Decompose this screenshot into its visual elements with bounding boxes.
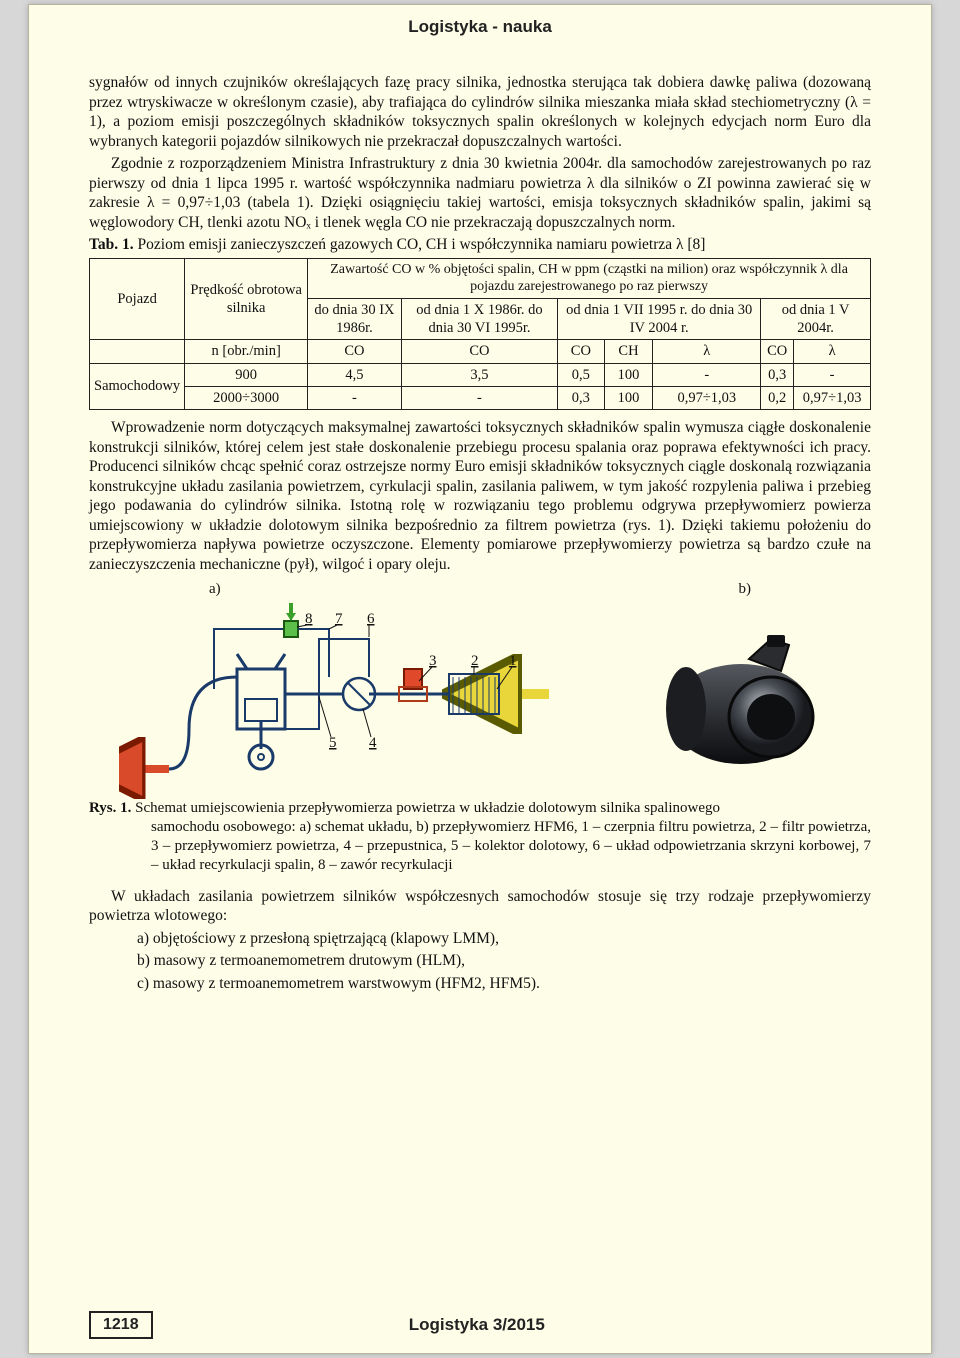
th-period-1: do dnia 30 IX 1986r.: [308, 298, 402, 340]
cell-u2: CO: [308, 340, 402, 363]
fig-label-a: a): [209, 580, 221, 599]
lbl-8: 8: [305, 611, 313, 627]
para-1: sygnałów od innych czujników określający…: [89, 73, 871, 151]
r1-v3: 3,5: [401, 363, 557, 386]
footer: 1218 Logistyka 3/2015: [29, 1311, 931, 1339]
list-b: b) masowy z termoanemometrem drutowym (H…: [89, 951, 871, 971]
lbl-7: 7: [335, 611, 343, 627]
list-a: a) objętościowy z przesłoną spiętrzającą…: [89, 929, 871, 949]
r1-v2: 4,5: [308, 363, 402, 386]
list-c: c) masowy z termoanemometrem warstwowym …: [89, 974, 871, 994]
th-speed: Prędkość obrotowa silnika: [185, 258, 308, 340]
cell-blank: [90, 340, 185, 363]
figure-row: a) b): [89, 580, 871, 799]
cell-u5: CH: [604, 340, 653, 363]
r1-v4: 0,5: [558, 363, 604, 386]
fig-caption-rest: Schemat umiejscowienia przepływomierza p…: [135, 800, 720, 816]
lbl-5: 5: [329, 735, 337, 751]
th-period-4: od dnia 1 V 2004r.: [761, 298, 871, 340]
r1-v5: 100: [604, 363, 653, 386]
para-2: Zgodnie z rozporządzeniem Ministra Infra…: [89, 154, 871, 232]
table-caption-rest: Poziom emisji zanieczyszczeń gazowych CO…: [138, 236, 706, 253]
table-caption: Tab. 1. Poziom emisji zanieczyszczeń gaz…: [89, 235, 871, 255]
lbl-3: 3: [429, 653, 437, 669]
r2-v3: -: [401, 386, 557, 409]
cell-u6: λ: [653, 340, 761, 363]
fig-caption-body: samochodu osobowego: a) schemat układu, …: [89, 818, 871, 875]
th-period-3: od dnia 1 VII 1995 r. do dnia 30 IV 2004…: [558, 298, 761, 340]
cell-u7: CO: [761, 340, 794, 363]
table-caption-bold: Tab. 1.: [89, 236, 138, 253]
fig-label-b: b): [739, 580, 752, 599]
footer-issue: Logistyka 3/2015: [83, 1315, 871, 1335]
cell-units-rpm: n [obr./min]: [185, 340, 308, 363]
page-inner: Logistyka - nauka sygnałów od innych czu…: [28, 4, 932, 1354]
th-pojazd: Pojazd: [90, 258, 185, 340]
emissions-table: Pojazd Prędkość obrotowa silnika Zawarto…: [89, 258, 871, 411]
page: Logistyka - nauka sygnałów od innych czu…: [0, 0, 960, 1358]
lbl-4: 4: [369, 735, 377, 751]
cell-u3: CO: [401, 340, 557, 363]
cell-u8: λ: [794, 340, 871, 363]
content: sygnałów od innych czujników określający…: [29, 43, 931, 993]
r2-rpm: 2000÷3000: [185, 386, 308, 409]
figure-a-schematic: 1 2 3 4 5 6 7 8: [119, 599, 559, 799]
figure-b-sensor: [631, 609, 841, 789]
para-3: Wprowadzenie norm dotyczących maksymalne…: [89, 418, 871, 574]
r1-v6: -: [653, 363, 761, 386]
para-4: W układach zasilania powietrzem silników…: [89, 887, 871, 926]
r2-v2: -: [308, 386, 402, 409]
lbl-2: 2: [471, 653, 479, 669]
r1-v8: -: [794, 363, 871, 386]
cell-u4: CO: [558, 340, 604, 363]
r1-rpm: 900: [185, 363, 308, 386]
th-super: Zawartość CO w % objętości spalin, CH w …: [308, 258, 871, 298]
r1-v7: 0,3: [761, 363, 794, 386]
fig-caption-bold: Rys. 1.: [89, 800, 135, 816]
r2-v8: 0,97÷1,03: [794, 386, 871, 409]
figure-labels: a) b): [89, 580, 871, 599]
journal-header: Logistyka - nauka: [29, 5, 931, 43]
r2-v4: 0,3: [558, 386, 604, 409]
lbl-6: 6: [367, 611, 375, 627]
figure-body: 1 2 3 4 5 6 7 8: [89, 599, 871, 799]
figure-caption: Rys. 1. Schemat umiejscowienia przepływo…: [89, 799, 871, 875]
r2-v5: 100: [604, 386, 653, 409]
r2-v6: 0,97÷1,03: [653, 386, 761, 409]
th-period-2: od dnia 1 X 1986r. do dnia 30 VI 1995r.: [401, 298, 557, 340]
r2-v7: 0,2: [761, 386, 794, 409]
lbl-1: 1: [509, 653, 517, 669]
cell-vehicle: Samochodowy: [90, 363, 185, 410]
